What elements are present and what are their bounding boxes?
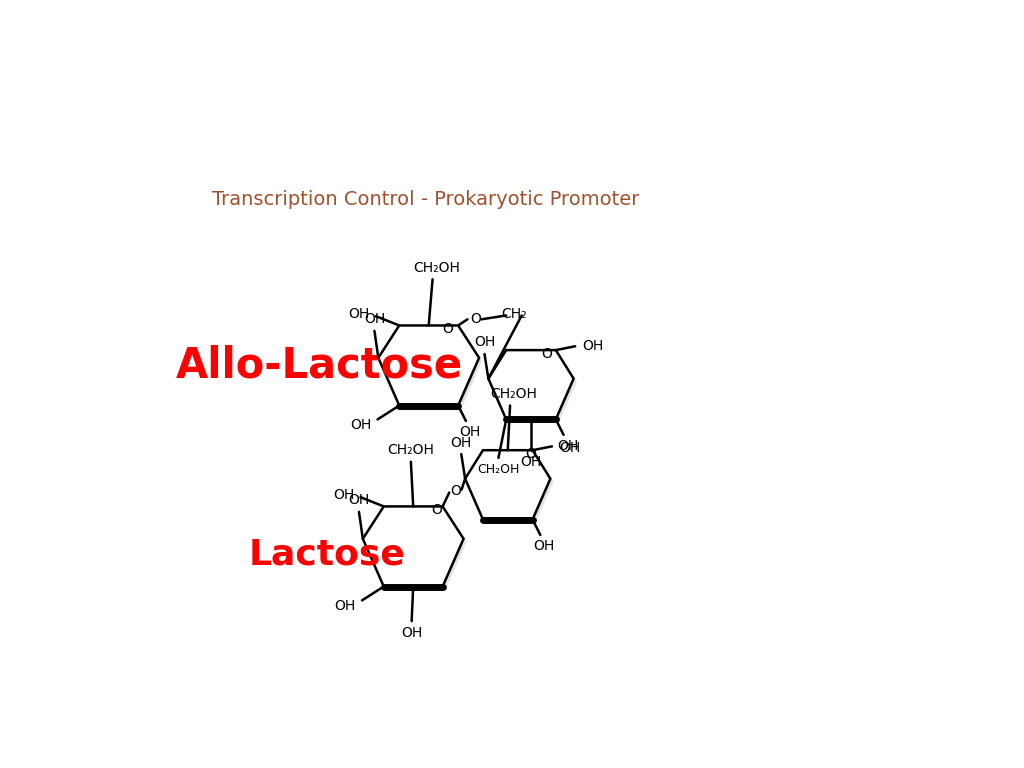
Text: O: O — [541, 347, 552, 361]
Text: OH: OH — [459, 425, 480, 439]
Text: O: O — [442, 323, 454, 336]
Text: OH: OH — [559, 441, 581, 455]
Text: CH₂OH: CH₂OH — [387, 443, 434, 457]
Polygon shape — [362, 506, 464, 587]
Text: CH₂OH: CH₂OH — [477, 463, 519, 476]
Text: O: O — [525, 447, 537, 461]
Text: OH: OH — [350, 418, 371, 432]
Text: O: O — [431, 503, 442, 518]
Text: OH: OH — [451, 435, 472, 449]
Text: OH: OH — [583, 339, 603, 353]
Polygon shape — [378, 326, 479, 406]
Polygon shape — [468, 453, 554, 522]
Text: OH: OH — [333, 488, 354, 502]
Text: Transcription Control - Prokaryotic Promoter: Transcription Control - Prokaryotic Prom… — [212, 190, 639, 210]
Text: OH: OH — [401, 626, 422, 640]
Text: CH₂OH: CH₂OH — [413, 260, 460, 275]
Text: OH: OH — [474, 336, 496, 349]
Text: OH: OH — [534, 539, 555, 554]
Polygon shape — [492, 353, 577, 422]
Polygon shape — [488, 350, 573, 419]
Polygon shape — [465, 450, 550, 519]
Text: CH₂OH: CH₂OH — [490, 387, 538, 401]
Text: OH: OH — [557, 439, 579, 453]
Text: OH: OH — [335, 599, 355, 613]
Text: OH: OH — [364, 313, 385, 326]
Text: O: O — [450, 484, 461, 498]
Text: Lactose: Lactose — [248, 537, 406, 571]
Text: OH: OH — [348, 307, 370, 321]
Text: OH: OH — [520, 455, 542, 468]
Text: O: O — [470, 313, 480, 326]
Text: OH: OH — [348, 493, 370, 507]
Polygon shape — [381, 329, 482, 409]
Polygon shape — [366, 509, 467, 590]
Text: Allo-Lactose: Allo-Lactose — [176, 345, 463, 386]
Text: CH₂: CH₂ — [501, 307, 526, 321]
